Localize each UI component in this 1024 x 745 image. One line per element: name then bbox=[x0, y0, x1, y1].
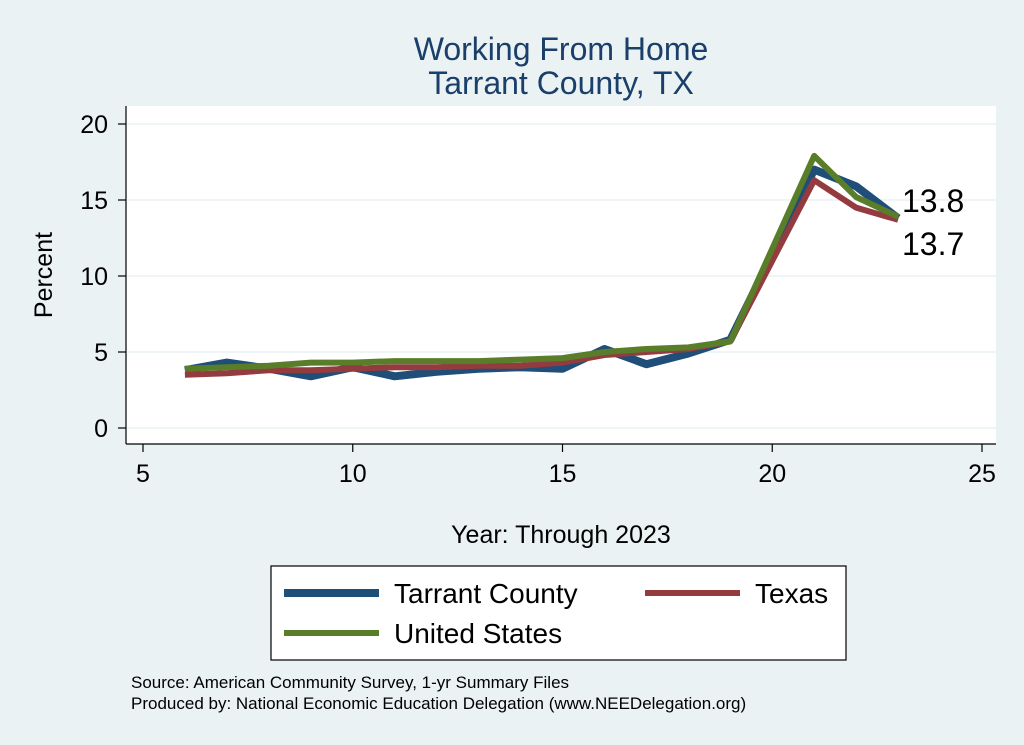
end-label-tarrant: 13.8 bbox=[902, 183, 964, 219]
plot-area bbox=[126, 106, 996, 444]
y-tick-label: 15 bbox=[80, 187, 108, 215]
x-tick-label: 25 bbox=[968, 460, 996, 488]
y-tick-label: 20 bbox=[80, 111, 108, 139]
x-tick-label: 15 bbox=[549, 460, 577, 488]
chart-title: Working From Home bbox=[414, 31, 709, 67]
x-tick-label: 20 bbox=[758, 460, 786, 488]
chart-subtitle: Tarrant County, TX bbox=[428, 65, 694, 101]
produced-by-note: Produced by: National Economic Education… bbox=[131, 694, 746, 713]
y-tick-label: 10 bbox=[80, 263, 108, 291]
grid-lines bbox=[127, 123, 996, 429]
legend-label-texas: Texas bbox=[755, 578, 828, 609]
legend-label-united-states: United States bbox=[394, 618, 562, 649]
end-label-texas: 13.7 bbox=[902, 226, 964, 262]
series-lines bbox=[184, 152, 901, 381]
legend: Tarrant County Texas United States bbox=[270, 565, 847, 661]
y-axis-label: Percent bbox=[30, 232, 58, 318]
y-tick-label: 5 bbox=[94, 339, 108, 367]
x-axis-label: Year: Through 2023 bbox=[451, 521, 671, 549]
x-tick-label: 5 bbox=[136, 460, 150, 488]
y-tick-label: 0 bbox=[94, 415, 108, 443]
legend-label-tarrant: Tarrant County bbox=[394, 578, 578, 609]
legend-box bbox=[270, 565, 847, 661]
series-line-united-states bbox=[184, 152, 900, 372]
x-tick-label: 10 bbox=[339, 460, 367, 488]
series-line-texas bbox=[184, 177, 899, 378]
source-note: Source: American Community Survey, 1-yr … bbox=[131, 673, 569, 692]
